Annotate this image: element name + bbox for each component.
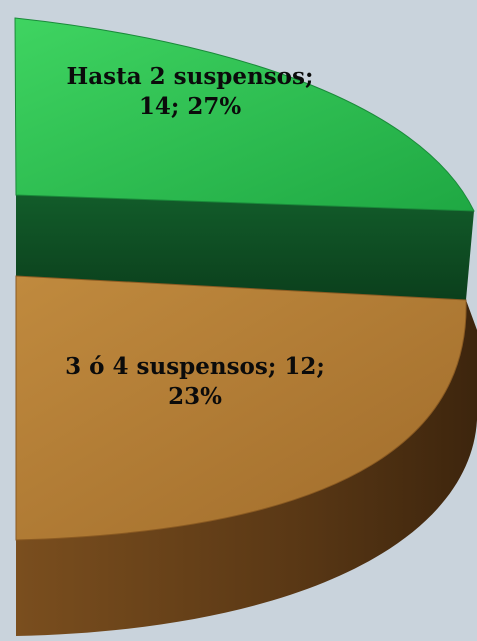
slice-top-hasta-2-suspensos <box>14 17 475 212</box>
slice-side-hasta-2-suspensos <box>16 195 474 300</box>
slice-side-3-o-4-suspensos <box>16 300 477 636</box>
slice-label-3-o-4-suspensos: 3 ó 4 suspensos; 12; 23% <box>65 353 325 410</box>
slice-top-3-o-4-suspensos <box>15 275 467 541</box>
slice-label-hasta-2-suspensos: Hasta 2 suspensos; 14; 27% <box>66 63 314 120</box>
